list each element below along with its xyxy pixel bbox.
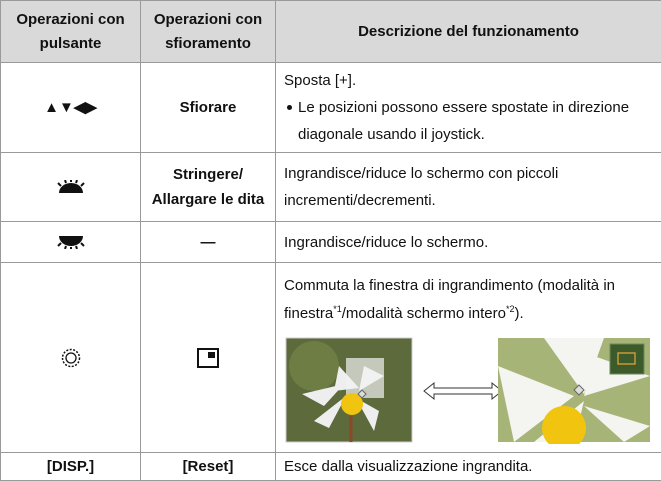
header-row: Operazioni con pulsante Operazioni con s… xyxy=(1,1,661,63)
dial-icon xyxy=(57,235,85,249)
control-dial-icon xyxy=(61,348,81,368)
description-cell: Commuta la finestra di ingrandimento (mo… xyxy=(276,263,661,453)
description-cell: Ingrandisce/riduce lo schermo. xyxy=(276,222,661,263)
footnote-ref: *1 xyxy=(333,304,342,314)
window-icon xyxy=(197,348,219,368)
text: ). xyxy=(514,305,523,322)
dial-icon xyxy=(57,180,85,194)
text: /modalità schermo intero xyxy=(342,305,506,322)
touch-cell: [Reset] xyxy=(141,453,276,481)
illustration xyxy=(284,336,652,444)
row: ▲▼◀▶ Sfiorare Sposta [+]. Le posizioni p… xyxy=(1,63,661,153)
description: Sposta [+]. xyxy=(284,67,653,94)
button-cell: [DISP.] xyxy=(1,453,141,481)
description-cell: Esce dalla visualizzazione ingrandita. xyxy=(276,453,661,481)
row: [DISP.] [Reset] Esce dalla visualizzazio… xyxy=(1,453,661,481)
header-cell: Operazioni con sfioramento xyxy=(141,1,276,63)
button-cell: ▲▼◀▶ xyxy=(1,63,141,153)
description-cell: Sposta [+]. Le posizioni possono essere … xyxy=(276,63,661,153)
row: Stringere/ Allargare le dita Ingrandisce… xyxy=(1,153,661,222)
button-cell xyxy=(1,222,141,263)
header-cell: Operazioni con pulsante xyxy=(1,1,141,63)
touch-cell: Stringere/ Allargare le dita xyxy=(141,153,276,222)
button-cell xyxy=(1,263,141,453)
header-cell: Descrizione del funzionamento xyxy=(276,1,661,63)
touch-cell: Sfiorare xyxy=(141,63,276,153)
bullet-list: Le posizioni possono essere spostate in … xyxy=(284,94,653,148)
bullet: Le posizioni possono essere spostate in … xyxy=(298,94,653,148)
row: Commuta la finestra di ingrandimento (mo… xyxy=(1,263,661,453)
description: Commuta la finestra di ingrandimento (mo… xyxy=(284,272,653,328)
description-cell: Ingrandisce/riduce lo schermo con piccol… xyxy=(276,153,661,222)
touch-cell: — xyxy=(141,222,276,263)
button-cell xyxy=(1,153,141,222)
touch-cell xyxy=(141,263,276,453)
row: — Ingrandisce/riduce lo schermo. xyxy=(1,222,661,263)
